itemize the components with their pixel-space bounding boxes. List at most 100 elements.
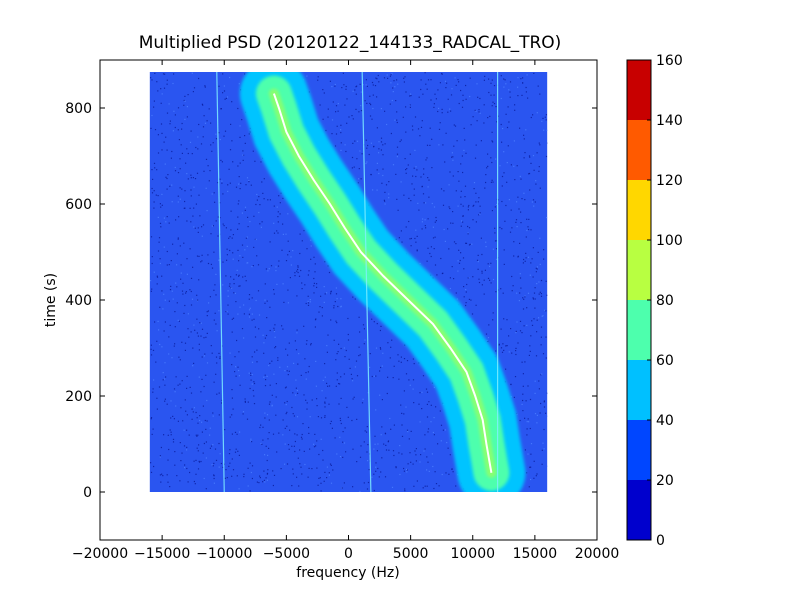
noise-speckle-dot xyxy=(190,195,192,197)
noise-speckle-dot xyxy=(221,180,223,182)
noise-speckle-dot xyxy=(527,292,530,294)
noise-speckle-dot xyxy=(457,205,459,207)
noise-speckle-dot xyxy=(540,402,542,405)
noise-speckle-dot xyxy=(157,152,160,154)
noise-speckle-dot xyxy=(206,210,208,212)
noise-speckle-dot xyxy=(445,132,447,134)
noise-speckle-dot xyxy=(528,421,530,423)
noise-speckle-dot xyxy=(163,246,165,248)
noise-speckle-dot xyxy=(190,304,193,306)
noise-speckle-dot xyxy=(284,443,286,445)
noise-speckle-dot xyxy=(252,150,254,152)
noise-speckle-dot xyxy=(519,320,522,322)
noise-speckle-dot xyxy=(264,481,266,483)
noise-speckle-dot xyxy=(310,344,312,346)
noise-speckle-dot xyxy=(158,329,160,331)
noise-speckle-dot xyxy=(222,284,224,286)
noise-speckle-dot xyxy=(176,286,178,288)
noise-speckle-dot xyxy=(399,445,401,447)
noise-speckle-dot xyxy=(526,421,528,423)
noise-speckle-dot xyxy=(425,159,427,161)
noise-speckle-dot xyxy=(534,307,536,309)
noise-speckle-dot xyxy=(196,255,199,257)
noise-speckle-dot xyxy=(331,427,333,429)
noise-speckle-dot xyxy=(232,317,235,319)
noise-speckle-dot xyxy=(455,190,457,192)
noise-speckle-dot xyxy=(329,463,332,465)
noise-speckle-dot xyxy=(532,297,534,299)
noise-speckle-dot xyxy=(500,328,502,330)
noise-speckle-dot xyxy=(293,445,295,447)
noise-speckle-dot xyxy=(336,298,338,300)
noise-speckle-dot xyxy=(262,426,264,428)
noise-speckle-dot xyxy=(492,278,495,281)
noise-speckle-dot xyxy=(505,113,507,115)
noise-speckle-dot xyxy=(208,108,210,110)
noise-speckle-dot xyxy=(387,441,389,443)
noise-speckle-dot xyxy=(545,310,547,312)
noise-speckle-dot xyxy=(533,205,535,207)
noise-speckle-dot xyxy=(201,226,203,228)
noise-speckle-dot xyxy=(426,469,428,471)
noise-speckle-dot xyxy=(413,194,415,196)
noise-speckle-dot xyxy=(198,123,200,126)
noise-speckle-dot xyxy=(500,123,502,126)
noise-speckle-dot xyxy=(316,467,318,469)
noise-speckle-dot xyxy=(192,215,194,217)
noise-speckle-dot xyxy=(460,252,462,254)
noise-speckle-dot xyxy=(506,126,509,129)
noise-speckle-dot xyxy=(347,333,349,336)
noise-speckle-dot xyxy=(395,466,397,468)
noise-speckle-dot xyxy=(236,475,238,477)
noise-speckle-dot xyxy=(415,460,417,462)
noise-speckle-dot xyxy=(255,238,257,241)
noise-speckle-dot xyxy=(543,448,545,450)
noise-speckle-dot xyxy=(228,453,231,455)
noise-speckle-dot xyxy=(390,132,392,135)
noise-speckle-dot xyxy=(293,415,295,417)
noise-speckle-dot xyxy=(490,181,492,183)
noise-speckle-dot xyxy=(202,126,205,128)
noise-speckle-dot xyxy=(492,141,494,143)
noise-speckle-dot xyxy=(416,480,418,482)
noise-speckle-dot xyxy=(185,292,187,294)
noise-speckle-dot xyxy=(422,193,425,195)
noise-speckle-dot xyxy=(227,295,229,297)
noise-speckle-dot xyxy=(184,200,186,203)
noise-speckle-dot xyxy=(256,481,258,483)
noise-speckle-dot xyxy=(526,229,528,232)
noise-speckle-dot xyxy=(374,85,377,87)
noise-speckle-dot xyxy=(185,291,187,293)
noise-speckle-dot xyxy=(177,201,179,203)
noise-speckle-dot xyxy=(448,184,450,186)
noise-speckle-dot xyxy=(239,431,241,433)
noise-speckle-dot xyxy=(462,205,464,207)
noise-speckle-dot xyxy=(545,280,547,282)
noise-speckle-dot xyxy=(485,181,487,184)
noise-speckle-dot xyxy=(387,376,389,378)
noise-speckle-dot xyxy=(276,206,278,208)
noise-speckle-dot xyxy=(220,159,222,161)
noise-speckle-dot xyxy=(282,283,284,285)
noise-speckle-dot xyxy=(186,467,188,470)
noise-speckle-dot xyxy=(243,337,245,339)
noise-speckle-dot xyxy=(505,204,507,207)
noise-speckle-dot xyxy=(360,178,362,180)
noise-speckle-dot xyxy=(479,213,481,215)
noise-speckle-dot xyxy=(365,162,367,165)
noise-speckle-dot xyxy=(494,227,496,229)
noise-speckle-dot xyxy=(416,235,418,237)
noise-speckle-dot xyxy=(545,336,547,338)
noise-speckle-dot xyxy=(414,237,416,240)
noise-speckle-dot xyxy=(477,254,479,256)
noise-speckle-dot xyxy=(467,209,469,211)
noise-speckle-dot xyxy=(465,84,467,87)
noise-speckle-dot xyxy=(460,163,462,165)
noise-speckle-dot xyxy=(367,144,369,147)
noise-speckle-dot xyxy=(419,461,421,463)
noise-speckle-dot xyxy=(488,324,490,326)
noise-speckle-dot xyxy=(336,372,338,374)
noise-speckle-dot xyxy=(164,400,166,402)
noise-speckle-dot xyxy=(339,383,341,385)
noise-speckle-dot xyxy=(310,258,312,260)
